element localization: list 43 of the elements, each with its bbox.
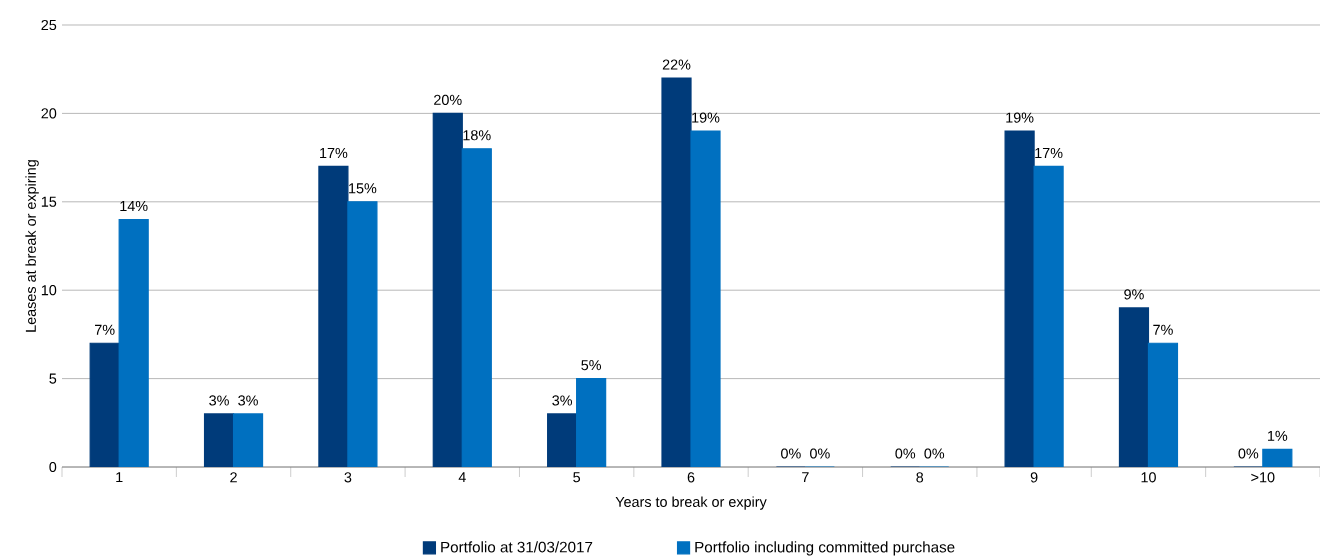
x-tick-label: 3: [344, 472, 352, 483]
data-label: 3%: [552, 395, 573, 406]
data-label: 0%: [924, 448, 945, 459]
x-axis-title: Years to break or expiry: [615, 496, 767, 510]
data-label: 5%: [581, 360, 602, 371]
data-label: 3%: [209, 395, 229, 406]
data-label: 0%: [1238, 448, 1259, 459]
x-tick-label: 10: [1141, 472, 1156, 483]
data-label: 17%: [320, 147, 348, 159]
x-tick-label: 4: [458, 472, 466, 483]
data-label: 1%: [1268, 430, 1288, 441]
y-axis-title: Leases at break or expiring: [25, 160, 39, 332]
data-label: 19%: [1006, 112, 1034, 123]
data-label: 20%: [434, 94, 462, 106]
y-tick-label: 25: [41, 19, 57, 31]
data-label: 18%: [463, 130, 491, 141]
x-tick-label: 6: [687, 472, 695, 483]
y-tick-label: 10: [41, 285, 57, 296]
x-tick-label: 8: [916, 472, 924, 483]
data-label: 15%: [349, 183, 377, 194]
data-label: 3%: [238, 395, 258, 406]
legend-label: Portfolio including committed purchase: [695, 541, 955, 556]
x-tick-label: 9: [1030, 472, 1038, 483]
y-tick-label: 0: [49, 461, 57, 473]
data-label: 0%: [781, 448, 801, 459]
x-tick-label: 1: [116, 472, 123, 483]
data-label: 14%: [120, 200, 148, 212]
data-label: 22%: [662, 59, 691, 70]
y-tick-label: 20: [41, 108, 57, 119]
y-tick-label: 15: [41, 196, 57, 207]
data-label: 0%: [810, 448, 830, 459]
x-tick-label: 7: [802, 472, 809, 483]
x-tick-label: 2: [230, 472, 237, 483]
x-tick-label: 5: [573, 472, 581, 483]
data-label: 7%: [95, 324, 115, 335]
data-label: 19%: [692, 112, 720, 123]
y-tick-label: 5: [49, 373, 57, 384]
legend-label: Portfolio at 31/03/2017: [441, 541, 593, 553]
data-label: 17%: [1035, 147, 1063, 159]
data-label: 9%: [1124, 289, 1144, 300]
x-tick-label: >10: [1251, 472, 1275, 483]
data-label: 7%: [1153, 324, 1173, 335]
data-label: 0%: [895, 448, 916, 459]
